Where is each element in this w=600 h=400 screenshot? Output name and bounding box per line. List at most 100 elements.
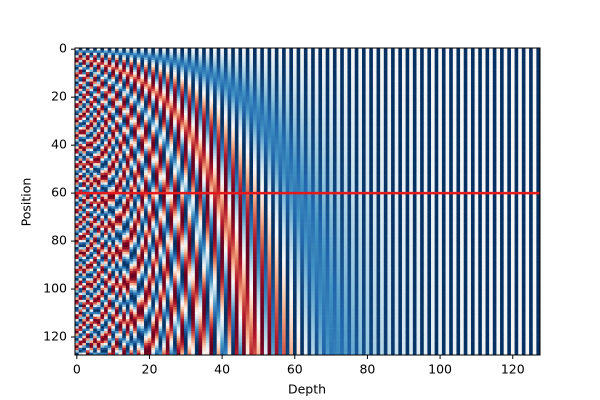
heatmap-cell: [463, 76, 468, 80]
heatmap-cell: [183, 98, 188, 102]
heatmap-cell: [231, 93, 236, 97]
heatmap-cell: [456, 86, 461, 90]
heatmap-cell: [133, 64, 138, 68]
heatmap-cell: [187, 105, 192, 109]
heatmap-cell: [434, 127, 439, 130]
heatmap-cell: [536, 69, 541, 73]
heatmap-cell: [194, 52, 199, 56]
heatmap-cell: [183, 110, 188, 114]
heatmap-cell: [274, 136, 279, 140]
heatmap-cell: [165, 52, 170, 56]
heatmap-cell: [245, 119, 250, 123]
heatmap-cell: [412, 57, 417, 61]
heatmap-cell: [387, 105, 392, 109]
heatmap-cell: [147, 95, 152, 99]
heatmap-cell: [423, 122, 428, 126]
heatmap-cell: [285, 136, 290, 140]
heatmap-cell: [180, 129, 185, 133]
heatmap-cell: [336, 107, 341, 111]
heatmap-cell: [144, 62, 148, 66]
heatmap-cell: [183, 57, 188, 61]
heatmap-cell: [198, 131, 203, 135]
heatmap-cell: [514, 93, 519, 97]
heatmap-cell: [401, 115, 406, 118]
heatmap-cell: [300, 136, 305, 140]
heatmap-cell: [154, 107, 159, 111]
heatmap-cell: [332, 124, 337, 128]
heatmap-cell: [347, 115, 352, 118]
heatmap-cell: [289, 76, 294, 80]
heatmap-cell: [452, 71, 457, 75]
heatmap-cell: [521, 71, 526, 75]
heatmap-cell: [372, 93, 377, 97]
heatmap-cell: [205, 119, 210, 123]
heatmap-cell: [93, 95, 98, 99]
heatmap-cell: [104, 79, 108, 82]
heatmap-cell: [198, 59, 203, 63]
heatmap-cell: [140, 71, 145, 75]
heatmap-cell: [296, 59, 301, 63]
heatmap-cell: [500, 107, 504, 111]
heatmap-cell: [274, 95, 279, 99]
heatmap-cell: [332, 81, 337, 85]
heatmap-cell: [271, 48, 276, 51]
heatmap-cell: [292, 122, 297, 126]
heatmap-cell: [380, 93, 385, 97]
heatmap-cell: [358, 86, 363, 90]
heatmap-cell: [267, 98, 272, 102]
heatmap-cell: [136, 71, 141, 75]
heatmap-cell: [460, 127, 465, 130]
heatmap-cell: [351, 91, 356, 94]
heatmap-cell: [507, 105, 512, 109]
heatmap-cell: [492, 95, 497, 99]
heatmap-cell: [292, 76, 297, 80]
heatmap-cell: [470, 48, 475, 51]
heatmap-cell: [438, 59, 443, 63]
heatmap-cell: [536, 119, 541, 123]
heatmap-cell: [82, 55, 87, 58]
heatmap-cell: [122, 69, 127, 73]
heatmap-cell: [96, 98, 101, 102]
heatmap-cell: [376, 69, 381, 73]
heatmap-cell: [354, 50, 359, 54]
heatmap-cell: [151, 119, 156, 123]
heatmap-cell: [263, 79, 268, 82]
heatmap-cell: [394, 76, 399, 80]
heatmap-cell: [154, 129, 159, 133]
heatmap-cell: [416, 55, 421, 58]
heatmap-cell: [220, 55, 225, 58]
heatmap-cell: [521, 100, 526, 104]
heatmap-cell: [187, 59, 192, 63]
heatmap-cell: [285, 134, 290, 138]
heatmap-cell: [125, 122, 130, 126]
heatmap-cell: [256, 74, 261, 78]
heatmap-cell: [485, 95, 490, 99]
heatmap-cell: [467, 64, 472, 68]
heatmap-cell: [463, 69, 468, 73]
heatmap-cell: [307, 124, 312, 128]
heatmap-cell: [180, 134, 185, 138]
heatmap-cell: [253, 112, 257, 116]
heatmap-cell: [140, 129, 145, 133]
heatmap-cell: [104, 105, 108, 109]
heatmap-cell: [343, 136, 348, 140]
heatmap-cell: [427, 62, 432, 66]
heatmap-cell: [470, 52, 475, 56]
heatmap-cell: [122, 59, 127, 63]
heatmap-cell: [354, 119, 359, 123]
heatmap-cell: [205, 59, 210, 63]
heatmap-cell: [238, 81, 243, 85]
heatmap-cell: [162, 67, 167, 70]
heatmap-cell: [427, 67, 432, 70]
heatmap-cell: [260, 59, 265, 63]
heatmap-cell: [242, 88, 247, 92]
heatmap-cell: [216, 129, 221, 133]
heatmap-cell: [227, 62, 232, 66]
heatmap-cell: [518, 110, 523, 114]
heatmap-cell: [351, 119, 356, 123]
heatmap-cell: [122, 139, 127, 142]
heatmap-cell: [452, 93, 457, 97]
heatmap-cell: [245, 83, 250, 87]
heatmap-cell: [467, 55, 472, 58]
heatmap-cell: [463, 98, 468, 102]
